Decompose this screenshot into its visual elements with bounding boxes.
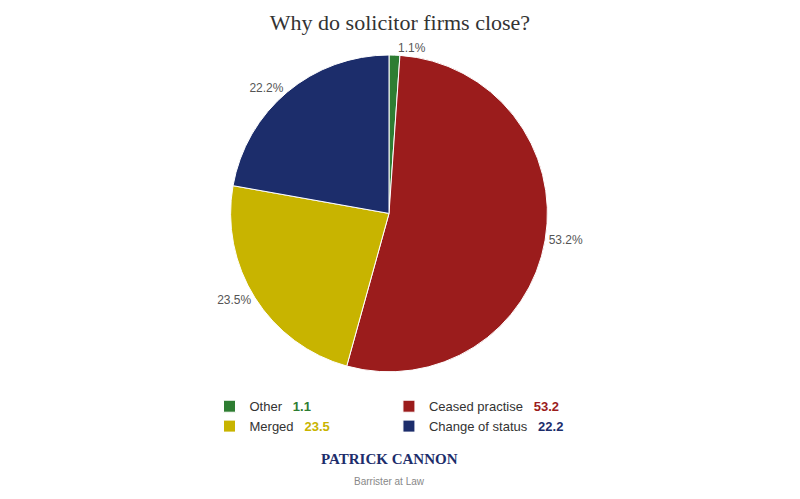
svg-text:23.5%: 23.5%	[217, 293, 251, 307]
svg-text:Merged 23.5: Merged 23.5	[250, 419, 330, 434]
svg-text:Why do solicitor firms close?: Why do solicitor firms close?	[270, 10, 530, 35]
svg-text:22.2%: 22.2%	[249, 81, 283, 95]
svg-text:Barrister at Law: Barrister at Law	[354, 476, 425, 487]
svg-text:Change of status 22.2: Change of status 22.2	[429, 419, 563, 434]
svg-text:53.2%: 53.2%	[549, 233, 583, 247]
svg-text:PATRICK CANNON: PATRICK CANNON	[321, 451, 458, 467]
svg-text:Other 1.1: Other 1.1	[250, 399, 311, 414]
svg-text:Ceased practise 53.2: Ceased practise 53.2	[429, 399, 559, 414]
svg-text:1.1%: 1.1%	[398, 41, 426, 55]
